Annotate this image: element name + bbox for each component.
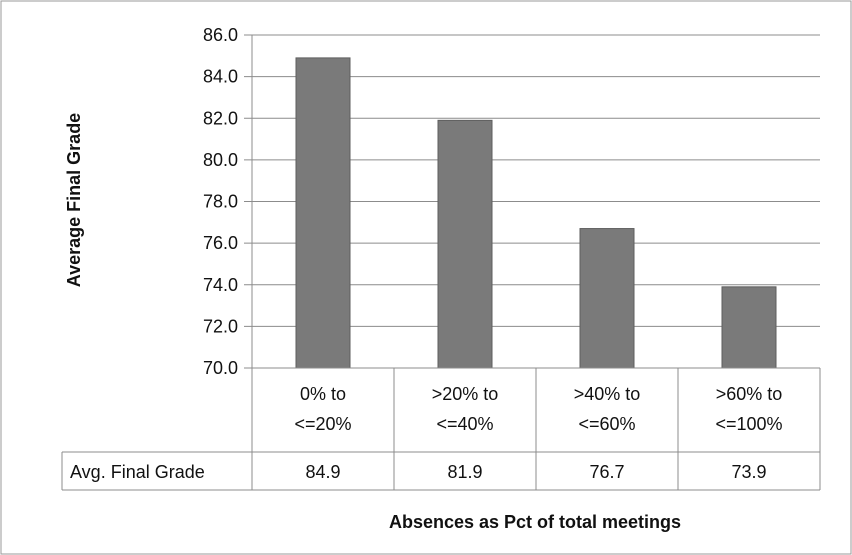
bar	[579, 228, 635, 369]
y-axis-ticks: 70.0 72.0 74.0 76.0 78.0 80.0 82.0 84.0 86.0	[203, 25, 238, 378]
table-value-cell: 84.9	[305, 462, 340, 482]
y-tick-label: 70.0	[203, 358, 238, 378]
y-tick-label: 76.0	[203, 233, 238, 253]
y-tick-label: 86.0	[203, 25, 238, 45]
category-label: 0% to	[300, 384, 346, 404]
y-tick-label: 82.0	[203, 108, 238, 128]
data-table: 0% to <=20% >20% to <=40% >40% to <=60% >60% t…	[61, 367, 821, 491]
x-axis-title: Absences as Pct of total meetings	[389, 512, 681, 532]
category-label: >20% to	[432, 384, 499, 404]
y-tick-label: 84.0	[203, 67, 238, 87]
bar	[437, 119, 493, 369]
category-label: >60% to	[716, 384, 783, 404]
y-tick-label: 80.0	[203, 150, 238, 170]
y-tick-label: 74.0	[203, 275, 238, 295]
y-tick-label: 72.0	[203, 316, 238, 336]
y-tick-label: 78.0	[203, 192, 238, 212]
category-label: <=100%	[715, 414, 782, 434]
category-label: <=20%	[294, 414, 351, 434]
y-axis-title: Average Final Grade	[64, 113, 84, 287]
category-label: <=40%	[436, 414, 493, 434]
table-value-cell: 81.9	[447, 462, 482, 482]
category-label: >40% to	[574, 384, 641, 404]
category-label: <=60%	[578, 414, 635, 434]
table-value-cell: 73.9	[731, 462, 766, 482]
table-value-cell: 76.7	[589, 462, 624, 482]
table-row-label: Avg. Final Grade	[70, 462, 205, 482]
bar	[295, 57, 351, 369]
bar	[721, 286, 777, 369]
